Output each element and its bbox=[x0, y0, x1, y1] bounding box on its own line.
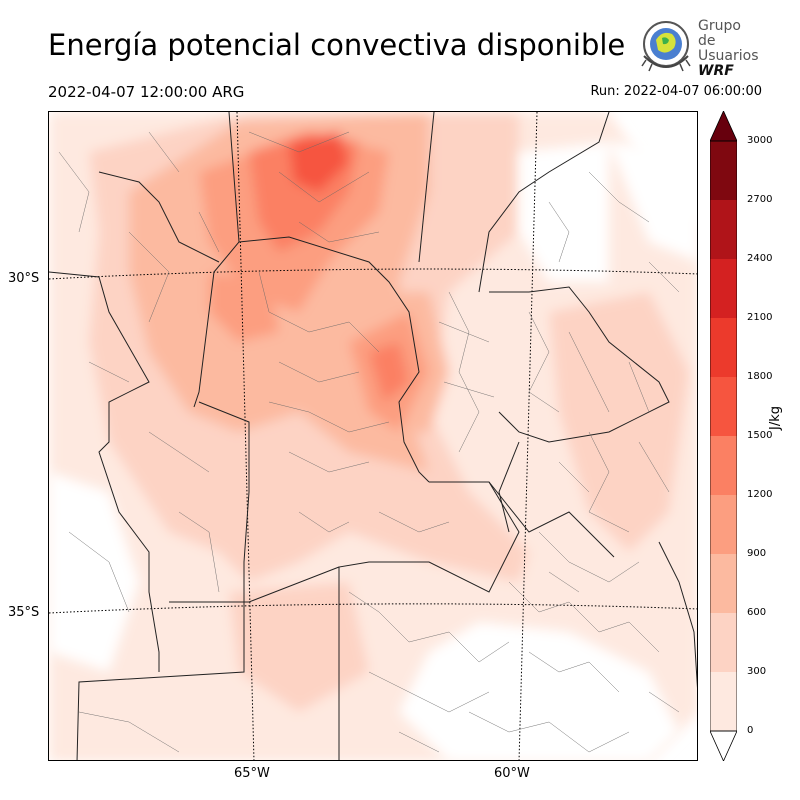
colorbar-min-extend bbox=[710, 730, 737, 761]
department-borders bbox=[58, 131, 680, 753]
colorbar-unit: J/kg bbox=[768, 406, 783, 430]
logo-line-2: Usuarios bbox=[698, 48, 759, 64]
colorbar-band bbox=[710, 200, 737, 259]
cape-field bbox=[49, 112, 697, 760]
colorbar-band bbox=[710, 318, 737, 377]
lat-label-35s: 35°S bbox=[8, 605, 40, 620]
run-time: Run: 2022-04-07 06:00:00 bbox=[590, 84, 762, 99]
logo-globe-icon bbox=[641, 21, 691, 72]
colorbar-tick-label: 0 bbox=[747, 725, 754, 736]
map-svg bbox=[49, 112, 697, 760]
colorbar-tick-label: 3000 bbox=[747, 135, 773, 146]
low-cape-areas bbox=[49, 142, 697, 760]
province-borders bbox=[49, 112, 697, 760]
colorbar-tick-label: 1200 bbox=[747, 489, 773, 500]
colorbar-tick-label: 300 bbox=[747, 666, 767, 677]
logo-line-3: WRF bbox=[698, 63, 734, 79]
colorbar-max-extend bbox=[710, 111, 737, 142]
lat-label-30s: 30°S bbox=[8, 271, 40, 286]
colorbar-band bbox=[710, 141, 737, 200]
colorbar-tick-label: 600 bbox=[747, 607, 767, 618]
colorbar-tick-label: 900 bbox=[747, 548, 767, 559]
colorbar-tick-label: 2700 bbox=[747, 194, 773, 205]
colorbar-band bbox=[710, 436, 737, 495]
wrf-group-logo: Grupo de Usuarios WRF bbox=[636, 16, 761, 79]
colorbar-tick-label: 1800 bbox=[747, 371, 773, 382]
colorbar-band bbox=[710, 613, 737, 672]
page-title: Energía potencial convectiva disponible bbox=[48, 28, 626, 62]
colorbar-band bbox=[710, 377, 737, 436]
colorbar-band bbox=[710, 259, 737, 318]
colorbar-band bbox=[710, 672, 737, 731]
colorbar bbox=[710, 111, 737, 761]
lon-label-60w: 60°W bbox=[494, 766, 530, 781]
logo-text: Grupo de Usuarios WRF bbox=[698, 19, 761, 79]
colorbar-tick-label: 2100 bbox=[747, 312, 773, 323]
colorbar-tick-label: 2400 bbox=[747, 253, 773, 264]
lon-label-65w: 65°W bbox=[234, 766, 270, 781]
colorbar-tick-label: 1500 bbox=[747, 430, 773, 441]
cape-map bbox=[48, 111, 698, 761]
colorbar-band bbox=[710, 495, 737, 554]
graticule bbox=[49, 112, 697, 760]
logo-line-1: Grupo de bbox=[698, 18, 741, 49]
valid-time: 2022-04-07 12:00:00 ARG bbox=[48, 83, 245, 101]
colorbar-band bbox=[710, 554, 737, 613]
